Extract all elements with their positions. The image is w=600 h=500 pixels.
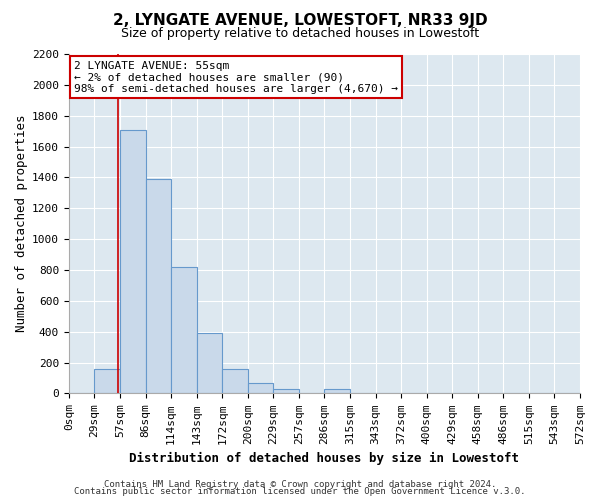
- Y-axis label: Number of detached properties: Number of detached properties: [15, 115, 28, 332]
- Text: Contains HM Land Registry data © Crown copyright and database right 2024.: Contains HM Land Registry data © Crown c…: [104, 480, 496, 489]
- Bar: [274, 388, 299, 394]
- Bar: [325, 388, 350, 394]
- Bar: [248, 384, 274, 394]
- Bar: [94, 370, 120, 394]
- Text: 2 LYNGATE AVENUE: 55sqm
← 2% of detached houses are smaller (90)
98% of semi-det: 2 LYNGATE AVENUE: 55sqm ← 2% of detached…: [74, 61, 398, 94]
- Bar: [120, 130, 146, 394]
- Text: Size of property relative to detached houses in Lowestoft: Size of property relative to detached ho…: [121, 28, 479, 40]
- Bar: [222, 368, 248, 394]
- Bar: [171, 267, 197, 394]
- Bar: [146, 179, 171, 394]
- Bar: [197, 333, 222, 394]
- Text: Contains public sector information licensed under the Open Government Licence v.: Contains public sector information licen…: [74, 487, 526, 496]
- Text: 2, LYNGATE AVENUE, LOWESTOFT, NR33 9JD: 2, LYNGATE AVENUE, LOWESTOFT, NR33 9JD: [113, 12, 487, 28]
- X-axis label: Distribution of detached houses by size in Lowestoft: Distribution of detached houses by size …: [130, 452, 520, 465]
